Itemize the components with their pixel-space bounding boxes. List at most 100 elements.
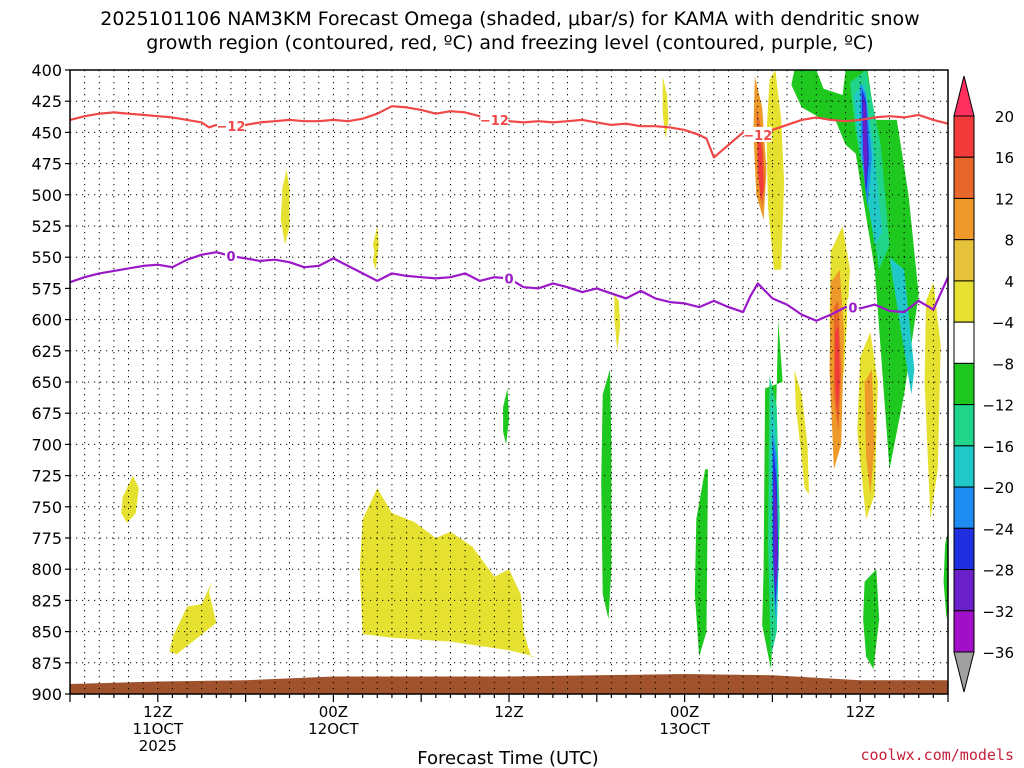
colorbar-label-13: −36 [982,644,1014,662]
chart-title-line-2: growth region (contoured, red, ºC) and f… [146,32,873,54]
colorbar-bin-11 [953,569,975,612]
x-tick-label-4-1: 12Z [846,703,875,721]
omega-region-1 [169,581,217,655]
y-tick-label-775: 775 [31,529,62,548]
chart-title-line-1: 2025101106 NAM3KM Forecast Omega (shaded… [100,8,919,30]
colorbar-label-3: 8 [1004,232,1014,250]
colorbar-bin-2 [953,197,975,241]
contour-label-bg-0-0 [216,118,245,134]
y-tick-label-575: 575 [31,279,62,298]
colorbar-bin-8 [953,445,975,488]
colorbar-bin-0 [953,115,975,158]
contour-label-bg-1-1 [503,270,515,286]
colorbar-label-9: −20 [982,479,1014,497]
colorbar-bin-10 [953,527,975,571]
colorbar-bin-3 [953,239,975,282]
colorbar-top-triangle [953,75,975,117]
contour-label-0-2: −12 [743,129,772,144]
colorbar-bin-1 [953,156,975,199]
contour-label-0-1: −12 [480,114,509,129]
omega-region-12 [503,388,509,445]
y-tick-label-600: 600 [31,311,62,330]
x-tick-label-0-3: 2025 [139,737,177,755]
y-tick-label-550: 550 [31,248,62,267]
contour-label-1-1: 0 [504,272,513,287]
colorbar-label-1: 16 [995,149,1014,167]
x-tick-label-3-2: 13OCT [659,720,710,738]
y-tick-label-825: 825 [31,591,62,610]
colorbar-label-11: −28 [982,562,1014,580]
omega-region-13 [601,369,612,620]
omega-shading-layer [121,70,948,669]
x-tick-label-0-2: 11OCT [133,720,184,738]
colorbar-label-12: −32 [982,603,1014,621]
y-tick-label-400: 400 [31,61,62,80]
x-tick-label-2-1: 12Z [494,703,523,721]
omega-region-3 [372,226,379,270]
x-tick-label-0-1: 12Z [143,703,172,721]
omega-region-8 [794,369,809,495]
y-tick-label-450: 450 [31,123,62,142]
omega-region-37 [835,325,840,414]
y-tick-label-625: 625 [31,342,62,361]
omega-region-11 [924,282,941,520]
contour-layer: −12 −12 −12 0 0 0 [69,105,950,322]
colorbar-bin-4 [953,280,975,323]
y-tick-label-475: 475 [31,155,62,174]
x-tick-label-1-1: 00Z [319,703,348,721]
y-tick-label-500: 500 [31,186,62,205]
y-tick-label-875: 875 [31,654,62,673]
colorbar-label-7: −12 [982,397,1014,415]
colorbar-label-10: −24 [982,520,1014,538]
colorbar-label-6: −8 [992,355,1014,373]
colorbar-bin-5 [953,321,975,364]
colorbar-label-8: −16 [982,438,1014,456]
y-tick-label-525: 525 [31,217,62,236]
y-tick-label-650: 650 [31,373,62,392]
colorbar-bin-7 [953,404,975,447]
contour-label-0-0: −12 [216,120,245,135]
y-tick-label-700: 700 [31,435,62,454]
colorbar-bin-6 [953,362,975,406]
x-tick-label-1-2: 12OCT [308,720,359,738]
colorbar-label-2: 12 [995,190,1014,208]
y-tick-label-750: 750 [31,498,62,517]
credit-link[interactable]: coolwx.com/models [860,746,1014,764]
y-axis: 400 425 450 475 500 525 550 575 600 625 650 675 700 7… [31,61,70,704]
contour-line-1 [69,251,950,322]
contour-label-1-2: 0 [848,302,857,317]
grid-layer [70,69,948,695]
colorbar-label-5: −4 [992,314,1014,332]
contour-label-bg-1-0 [224,247,237,263]
y-tick-label-675: 675 [31,404,62,423]
colorbar-bin-9 [953,486,975,529]
y-tick-label-725: 725 [31,467,62,486]
omega-region-14 [694,469,708,657]
colorbar-bottom-triangle [953,651,975,693]
contour-label-bg-1-2 [846,299,859,315]
omega-region-18 [863,569,880,669]
omega-region-4 [359,488,536,657]
y-tick-label-425: 425 [31,92,62,111]
x-axis-label: Forecast Time (UTC) [417,748,598,768]
omega-region-5 [614,294,621,351]
colorbar-label-4: 4 [1004,273,1014,291]
omega-region-33 [864,369,875,495]
colorbar-label-0: 20 [995,108,1014,126]
omega-region-17 [851,119,919,470]
contour-line-0 [69,105,949,159]
contour-label-bg-0-1 [480,111,509,127]
omega-region-2 [280,169,290,245]
omega-region-19 [943,531,948,620]
contour-label-bg-0-2 [743,126,772,142]
omega-region-0 [121,475,139,523]
y-tick-label-800: 800 [31,560,62,579]
y-tick-label-900: 900 [31,685,62,704]
contour-label-1-0: 0 [226,250,235,265]
omega-region-29 [773,469,778,595]
omega-region-7 [766,70,785,270]
colorbar: 20 16 12 8 4 −4 −8 −12 −16 −20 −24 −28 −32 −36 [953,75,1014,693]
x-tick-label-3-1: 00Z [670,703,699,721]
